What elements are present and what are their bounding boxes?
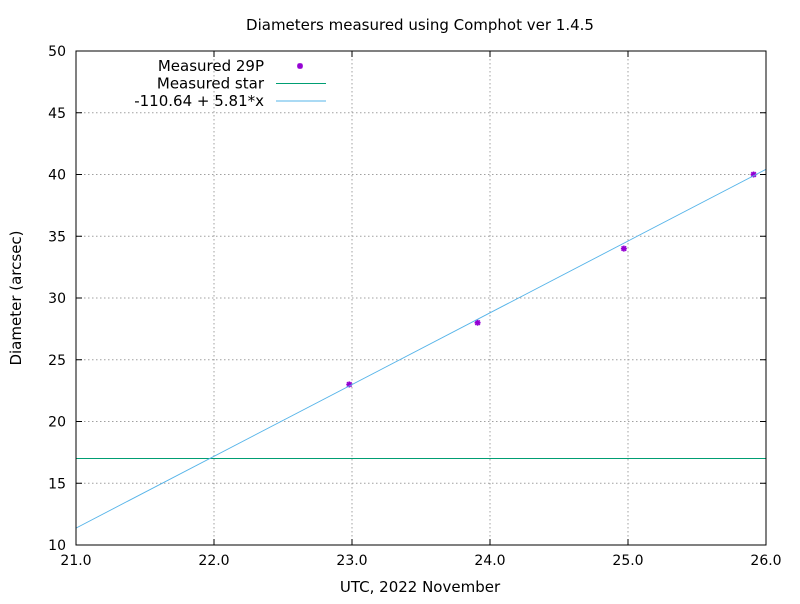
x-tick-label: 23.0 [336,553,367,569]
y-tick-label: 45 [48,106,66,122]
data-point [750,171,757,178]
x-tick-label: 25.0 [612,553,643,569]
star-stroke [346,381,353,388]
data-point [474,319,481,326]
y-tick-label: 20 [48,415,66,431]
x-tick-label: 24.0 [474,553,505,569]
data-point [620,245,627,252]
y-tick-label: 15 [48,476,66,492]
y-tick-label: 40 [48,168,66,184]
y-tick-label: 35 [48,229,66,245]
fit-line-group [76,168,766,529]
legend-label: Measured star [157,75,265,93]
plot-series [76,168,766,529]
fit-line [76,168,766,529]
y-tick-label: 10 [48,538,66,554]
grid [76,51,766,545]
x-axis-label: UTC, 2022 November [340,578,501,596]
chart-title: Diameters measured using Comphot ver 1.4… [246,16,594,34]
star-stroke [750,171,757,178]
y-axis-label: Diameter (arcsec) [7,230,25,365]
x-tick-label: 21.0 [60,553,91,569]
axis-ticks: 21.0 22.0 23.0 24.0 25.0 26.0 10 15 20 25 30 35 40 45… [48,44,781,569]
measured-29p-points [346,171,757,388]
x-tick-label: 22.0 [198,553,229,569]
star-stroke [621,245,627,252]
star-stroke [297,63,303,69]
legend-marker [297,63,303,69]
y-tick-label: 50 [48,44,66,60]
star-stroke [474,319,481,326]
legend-label: -110.64 + 5.81*x [134,92,264,110]
legend-label: Measured 29P [158,57,264,75]
y-tick-label: 25 [48,353,66,369]
x-tick-label: 26.0 [750,553,781,569]
y-tick-label: 30 [48,291,66,307]
